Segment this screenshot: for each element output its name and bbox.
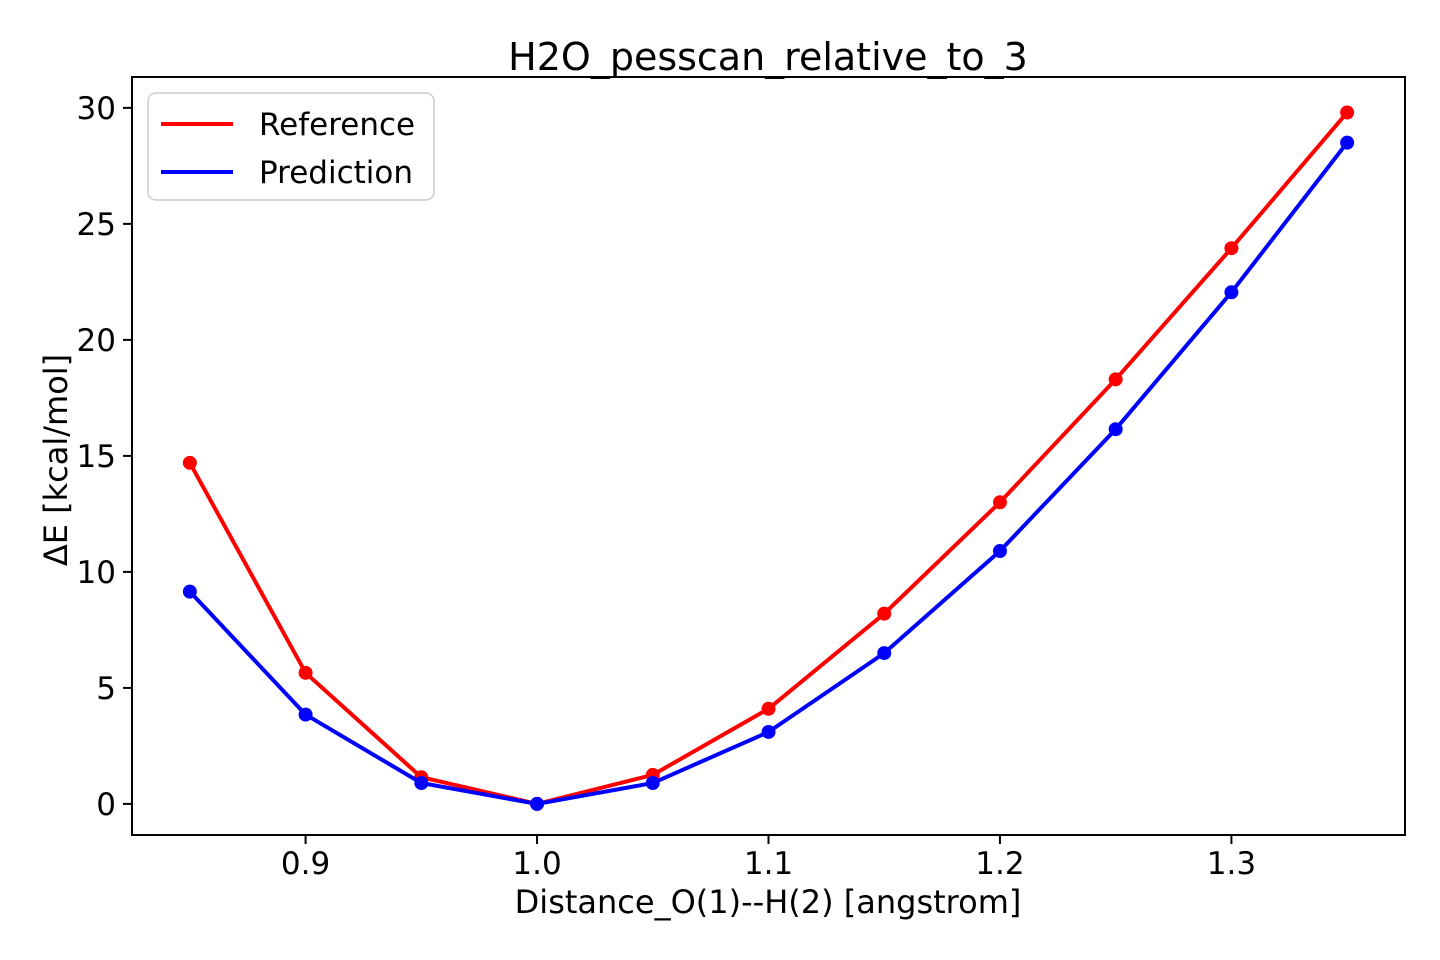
y-tick-label: 20	[77, 323, 116, 359]
x-tick-label: 1.2	[975, 846, 1024, 882]
data-point-reference	[1224, 241, 1239, 256]
data-point-prediction	[1108, 422, 1123, 437]
chart-title: H2O_pesscan_relative_to_3	[508, 35, 1028, 79]
data-point-prediction	[761, 724, 776, 739]
x-tick-label: 0.9	[281, 846, 330, 882]
data-point-prediction	[877, 646, 892, 661]
y-tick-label: 0	[96, 787, 116, 823]
data-point-reference	[1340, 105, 1355, 120]
plot-area: 0.9 1.0 1.1 1.2 1.3 0 5 10 15 20 25 30	[77, 91, 1355, 882]
data-point-reference	[298, 665, 313, 680]
data-point-prediction	[992, 544, 1007, 559]
x-tick-label: 1.1	[744, 846, 793, 882]
y-tick-label: 10	[77, 555, 116, 591]
x-axis-label: Distance_O(1)--H(2) [angstrom]	[515, 883, 1022, 921]
x-tick-label: 1.0	[512, 846, 561, 882]
legend-label-prediction: Prediction	[259, 155, 413, 191]
data-point-prediction	[414, 776, 429, 791]
legend: Reference Prediction	[147, 92, 435, 201]
data-point-reference	[761, 701, 776, 716]
y-tick-label: 30	[77, 91, 116, 127]
data-point-prediction	[645, 776, 660, 791]
y-tick-label: 25	[77, 207, 116, 243]
data-point-reference	[992, 495, 1007, 510]
y-tick-label: 5	[96, 671, 116, 707]
data-point-prediction	[298, 707, 313, 722]
data-point-prediction	[530, 796, 545, 811]
data-point-prediction	[1340, 135, 1355, 150]
data-point-reference	[877, 606, 892, 621]
x-tick-label: 1.3	[1207, 846, 1256, 882]
data-point-reference	[1108, 372, 1123, 387]
legend-label-reference: Reference	[259, 107, 415, 143]
data-point-prediction	[182, 584, 197, 599]
data-point-reference	[182, 455, 197, 470]
data-point-prediction	[1224, 285, 1239, 300]
y-axis-label: ΔE [kcal/mol]	[37, 354, 75, 566]
y-tick-label: 15	[77, 439, 116, 475]
plot-border	[131, 76, 1406, 836]
